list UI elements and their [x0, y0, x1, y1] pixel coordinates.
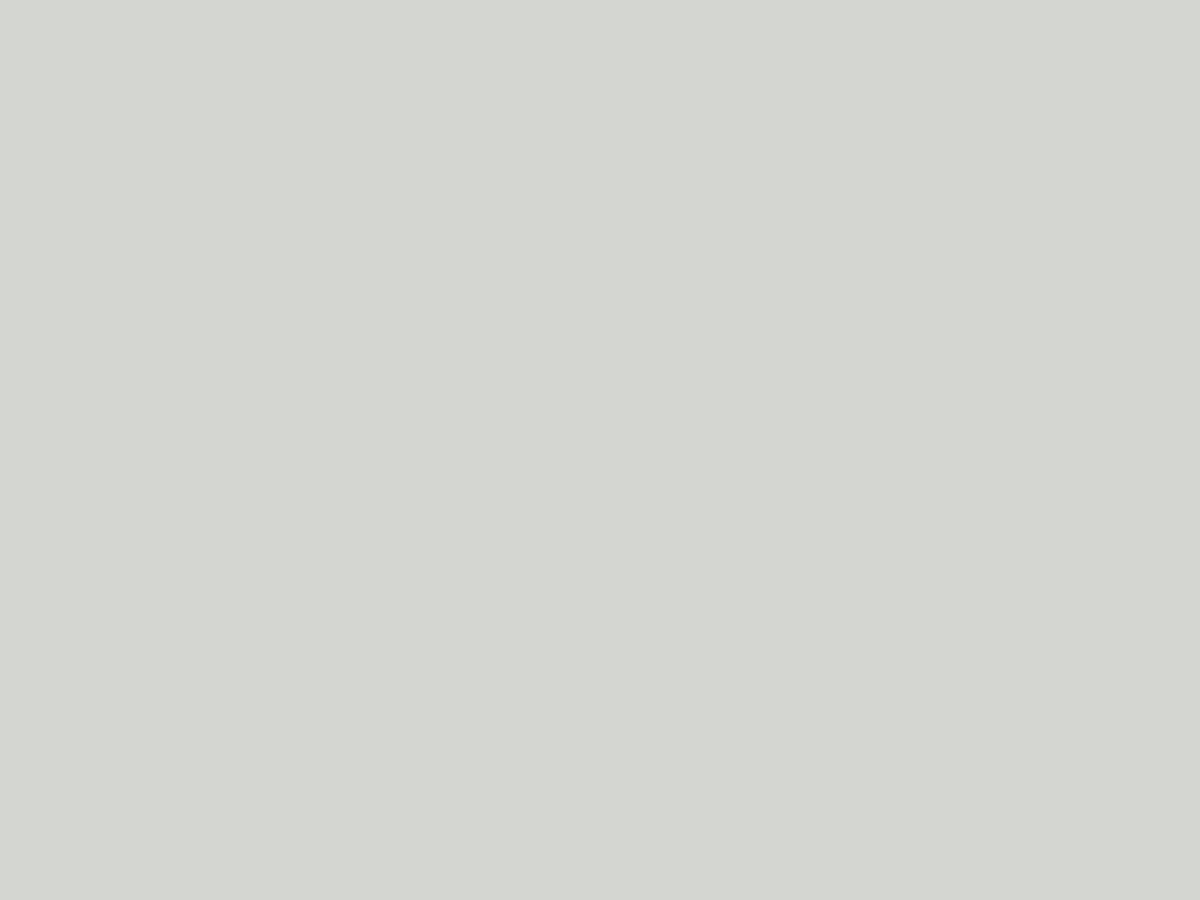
wheel-hub [133, 842, 371, 900]
center-hub [133, 842, 371, 900]
